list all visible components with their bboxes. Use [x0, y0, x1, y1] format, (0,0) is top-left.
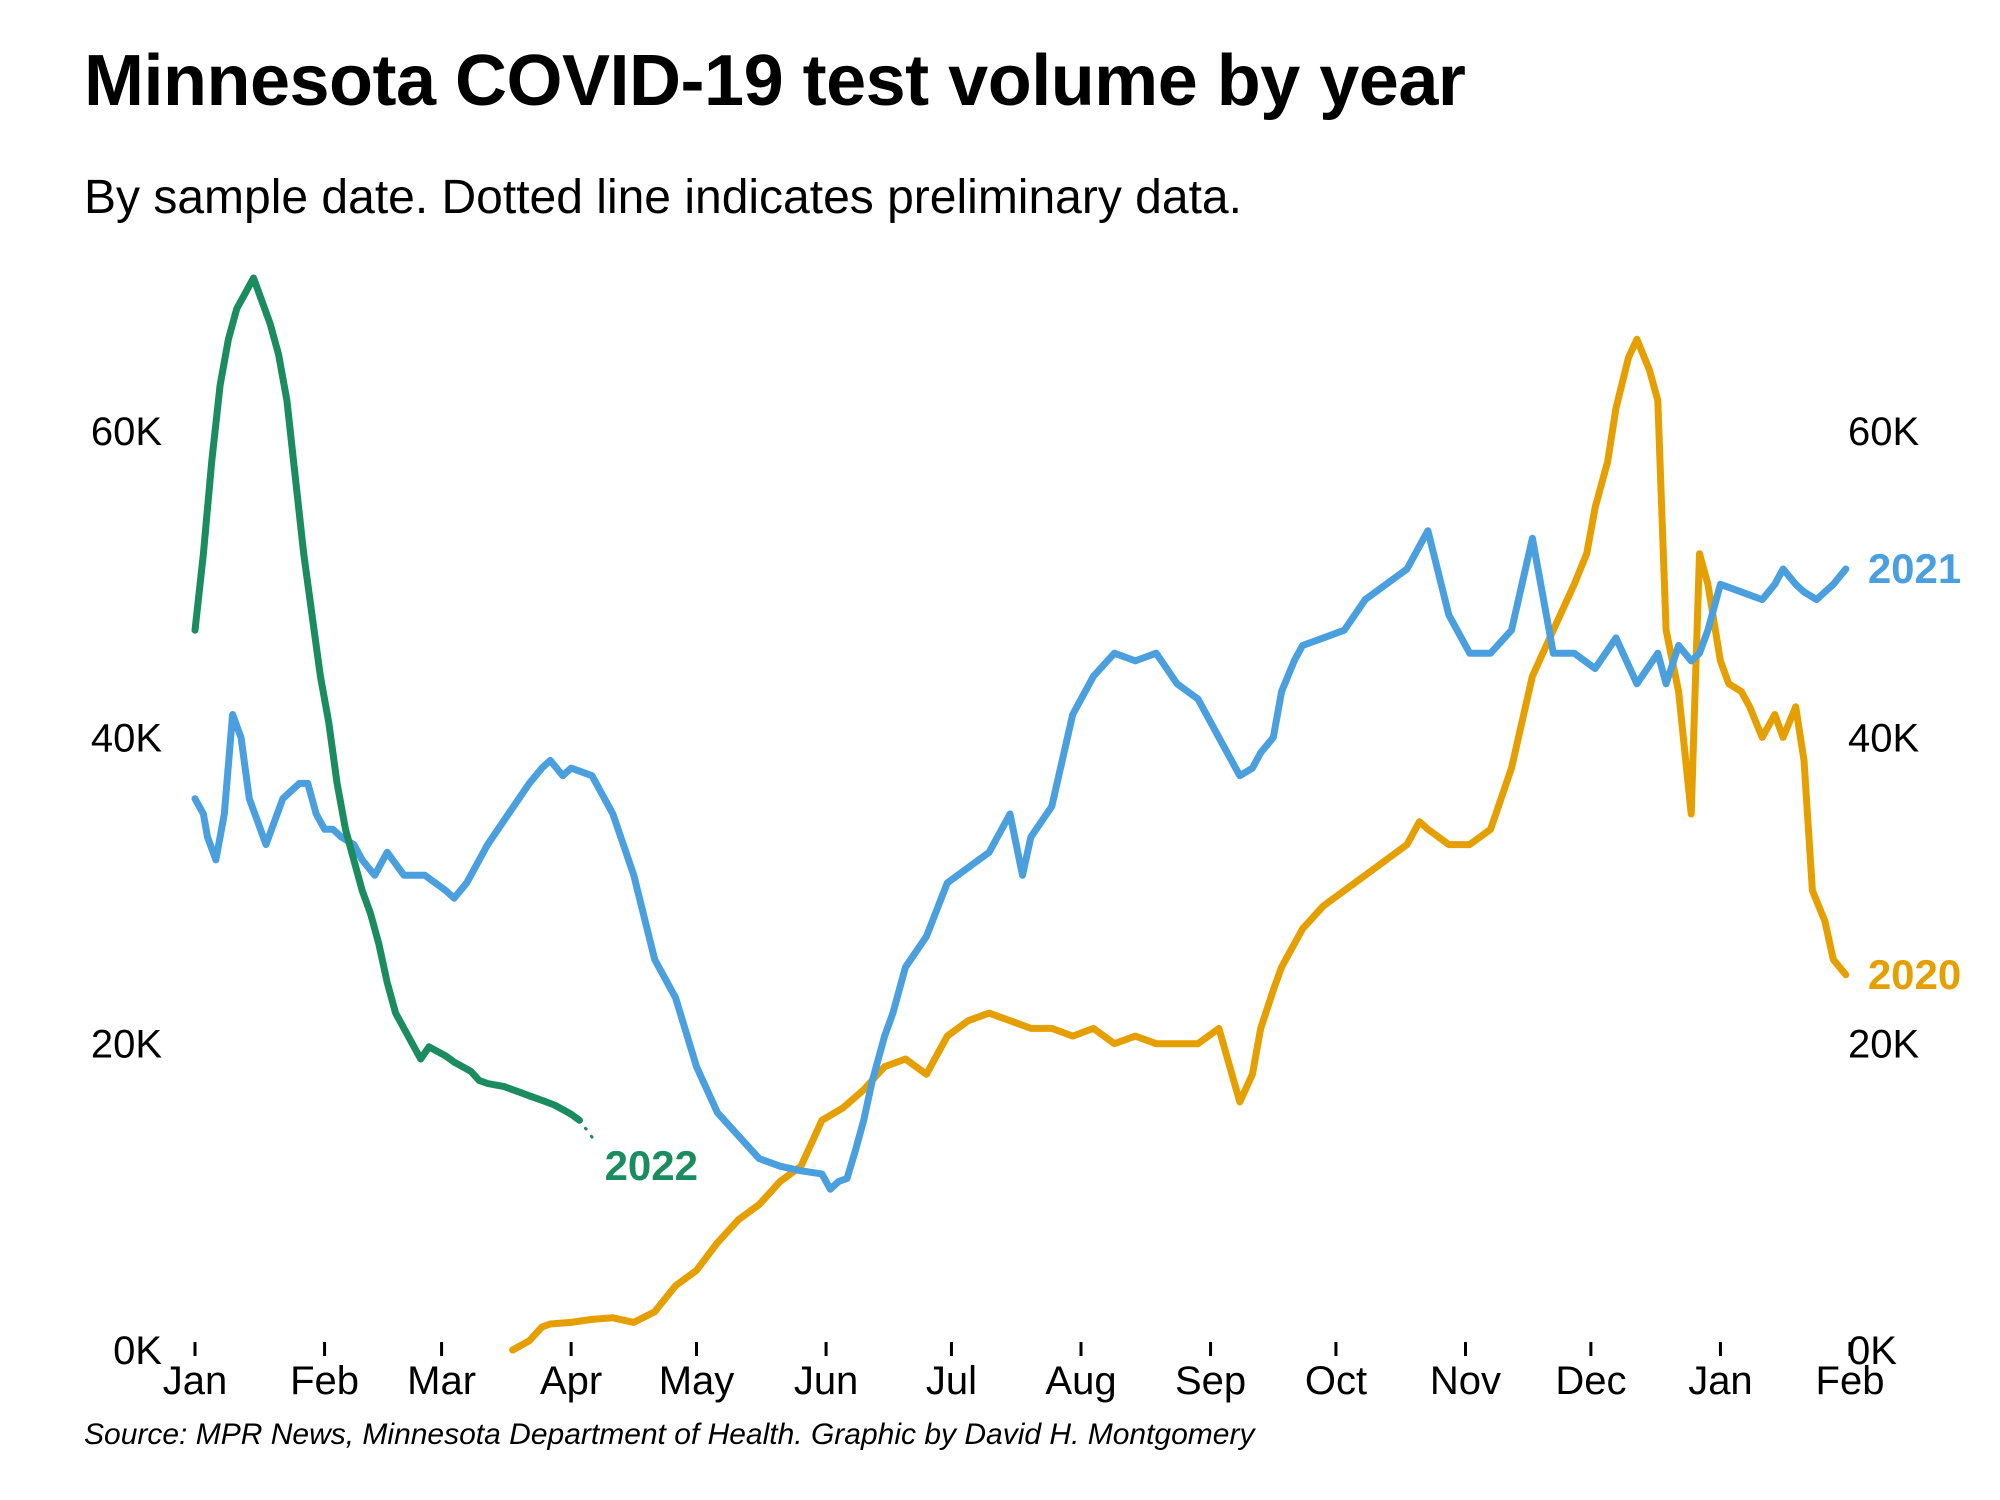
y-tick-label-right: 40K: [1848, 716, 1919, 760]
series-label-2020: 2020: [1868, 951, 1961, 998]
x-tick-label: Apr: [540, 1359, 602, 1403]
series-label-2022: 2022: [605, 1142, 698, 1189]
chart-subtitle: By sample date. Dotted line indicates pr…: [84, 171, 1242, 224]
y-axis-right: 0K 20K 40K 60K: [1848, 410, 1919, 1373]
x-tick-label: Oct: [1305, 1359, 1367, 1403]
x-tick-label: Jan: [1688, 1359, 1753, 1403]
x-tick-label: May: [659, 1359, 735, 1403]
y-tick-label-left: 0K: [113, 1329, 162, 1373]
x-tick-label: Nov: [1430, 1359, 1501, 1403]
x-axis: Jan Feb Mar Apr May Jun Jul Aug Sep Oct Nov Dec Jan F…: [163, 1342, 1885, 1403]
y-tick-label-left: 60K: [91, 410, 162, 454]
series-line-2022-preliminary: [578, 1118, 598, 1147]
x-tick-label: Dec: [1555, 1359, 1626, 1403]
chart-source: Source: MPR News, Minnesota Department o…: [84, 1418, 1255, 1451]
x-tick-label: Jul: [926, 1359, 977, 1403]
y-tick-label-left: 40K: [91, 716, 162, 760]
x-tick-label: Feb: [290, 1359, 359, 1403]
x-tick-label: Jan: [163, 1359, 228, 1403]
y-tick-label-right: 60K: [1848, 410, 1919, 454]
x-tick-label: Sep: [1175, 1359, 1246, 1403]
series-lines: [191, 274, 1850, 1354]
series-line-2020: [509, 335, 1850, 1354]
x-tick-label: Mar: [407, 1359, 476, 1403]
y-tick-label-right: 0K: [1848, 1329, 1897, 1373]
series-line-2022: [191, 274, 583, 1124]
y-tick-label-right: 20K: [1848, 1023, 1919, 1067]
chart-title: Minnesota COVID-19 test volume by year: [84, 41, 1466, 121]
x-tick-label: Jun: [794, 1359, 859, 1403]
series-line-2021: [191, 527, 1850, 1193]
y-tick-label-left: 20K: [91, 1023, 162, 1067]
series-labels: 2020 2021 2022: [605, 545, 1962, 1189]
x-tick-label: Aug: [1045, 1359, 1116, 1403]
y-axis-left: 0K 20K 40K 60K: [91, 410, 162, 1373]
series-label-2021: 2021: [1868, 545, 1961, 592]
x-tick-label: Feb: [1816, 1359, 1885, 1403]
